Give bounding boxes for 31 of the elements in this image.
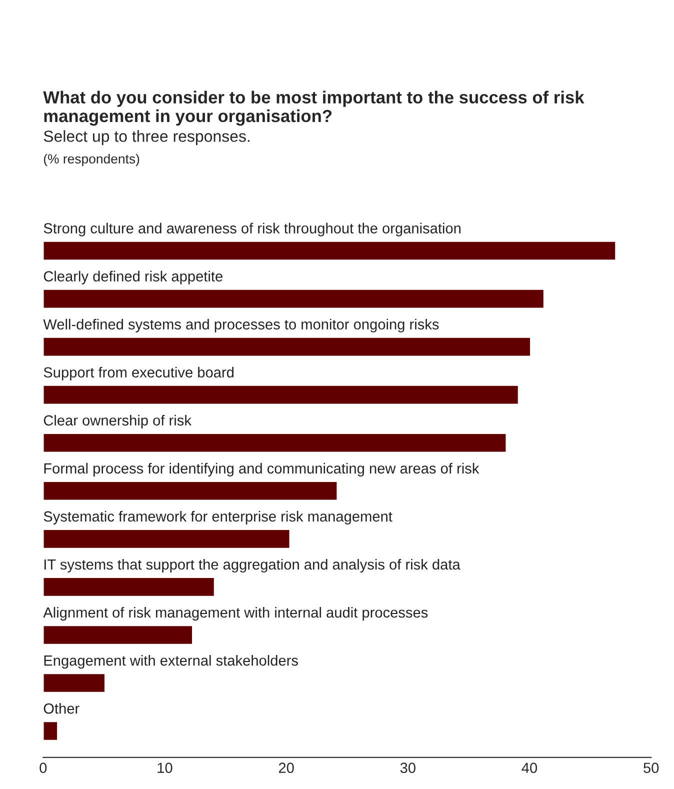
y-tick-label: IT systems that support the aggregation and analysis of risk data [44, 558, 460, 573]
bar [43, 384, 520, 406]
bar [43, 336, 532, 358]
x-tick-label: 10 [158, 762, 172, 774]
y-tick-label: Clearly defined risk appetite [44, 270, 222, 284]
x-tick-label: 40 [522, 762, 538, 774]
x-tick-label: 50 [644, 762, 659, 774]
chart-subtitle: Select up to three responses. [44, 130, 250, 146]
bar [43, 432, 508, 454]
text: (% respondents) [44, 154, 140, 166]
x-tick-label: 30 [400, 762, 416, 774]
y-tick-label: Support from executive board [44, 366, 234, 380]
bar [43, 288, 545, 310]
bar [43, 720, 58, 742]
bar [43, 480, 338, 502]
y-tick-label: Alignment of risk management with internal audit processes [43, 606, 428, 621]
bar [43, 528, 291, 550]
y-tick-label: Strong culture and awareness of risk throughout the organisation [44, 222, 460, 236]
x-tick-label: 0 [40, 762, 47, 774]
bar [43, 672, 106, 694]
bar [43, 240, 617, 262]
y-tick-label: Other [44, 703, 80, 714]
chart-title: What do you consider to be most important to the success of risk management in your organisation? [43, 90, 584, 126]
y-tick-label: Formal process for identifying and communicating new areas of risk [44, 462, 480, 476]
bar [43, 624, 194, 646]
y-tick-label: Systematic framework for enterprise risk management [44, 510, 392, 525]
bar [43, 576, 216, 598]
y-tick-label: Well-defined systems and processes to monitor ongoing risks [43, 318, 439, 332]
y-tick-label: Engagement with external stakeholders [44, 654, 298, 669]
y-tick-label: Clear ownership of risk [44, 414, 192, 428]
x-tick-label: 20 [278, 762, 294, 774]
